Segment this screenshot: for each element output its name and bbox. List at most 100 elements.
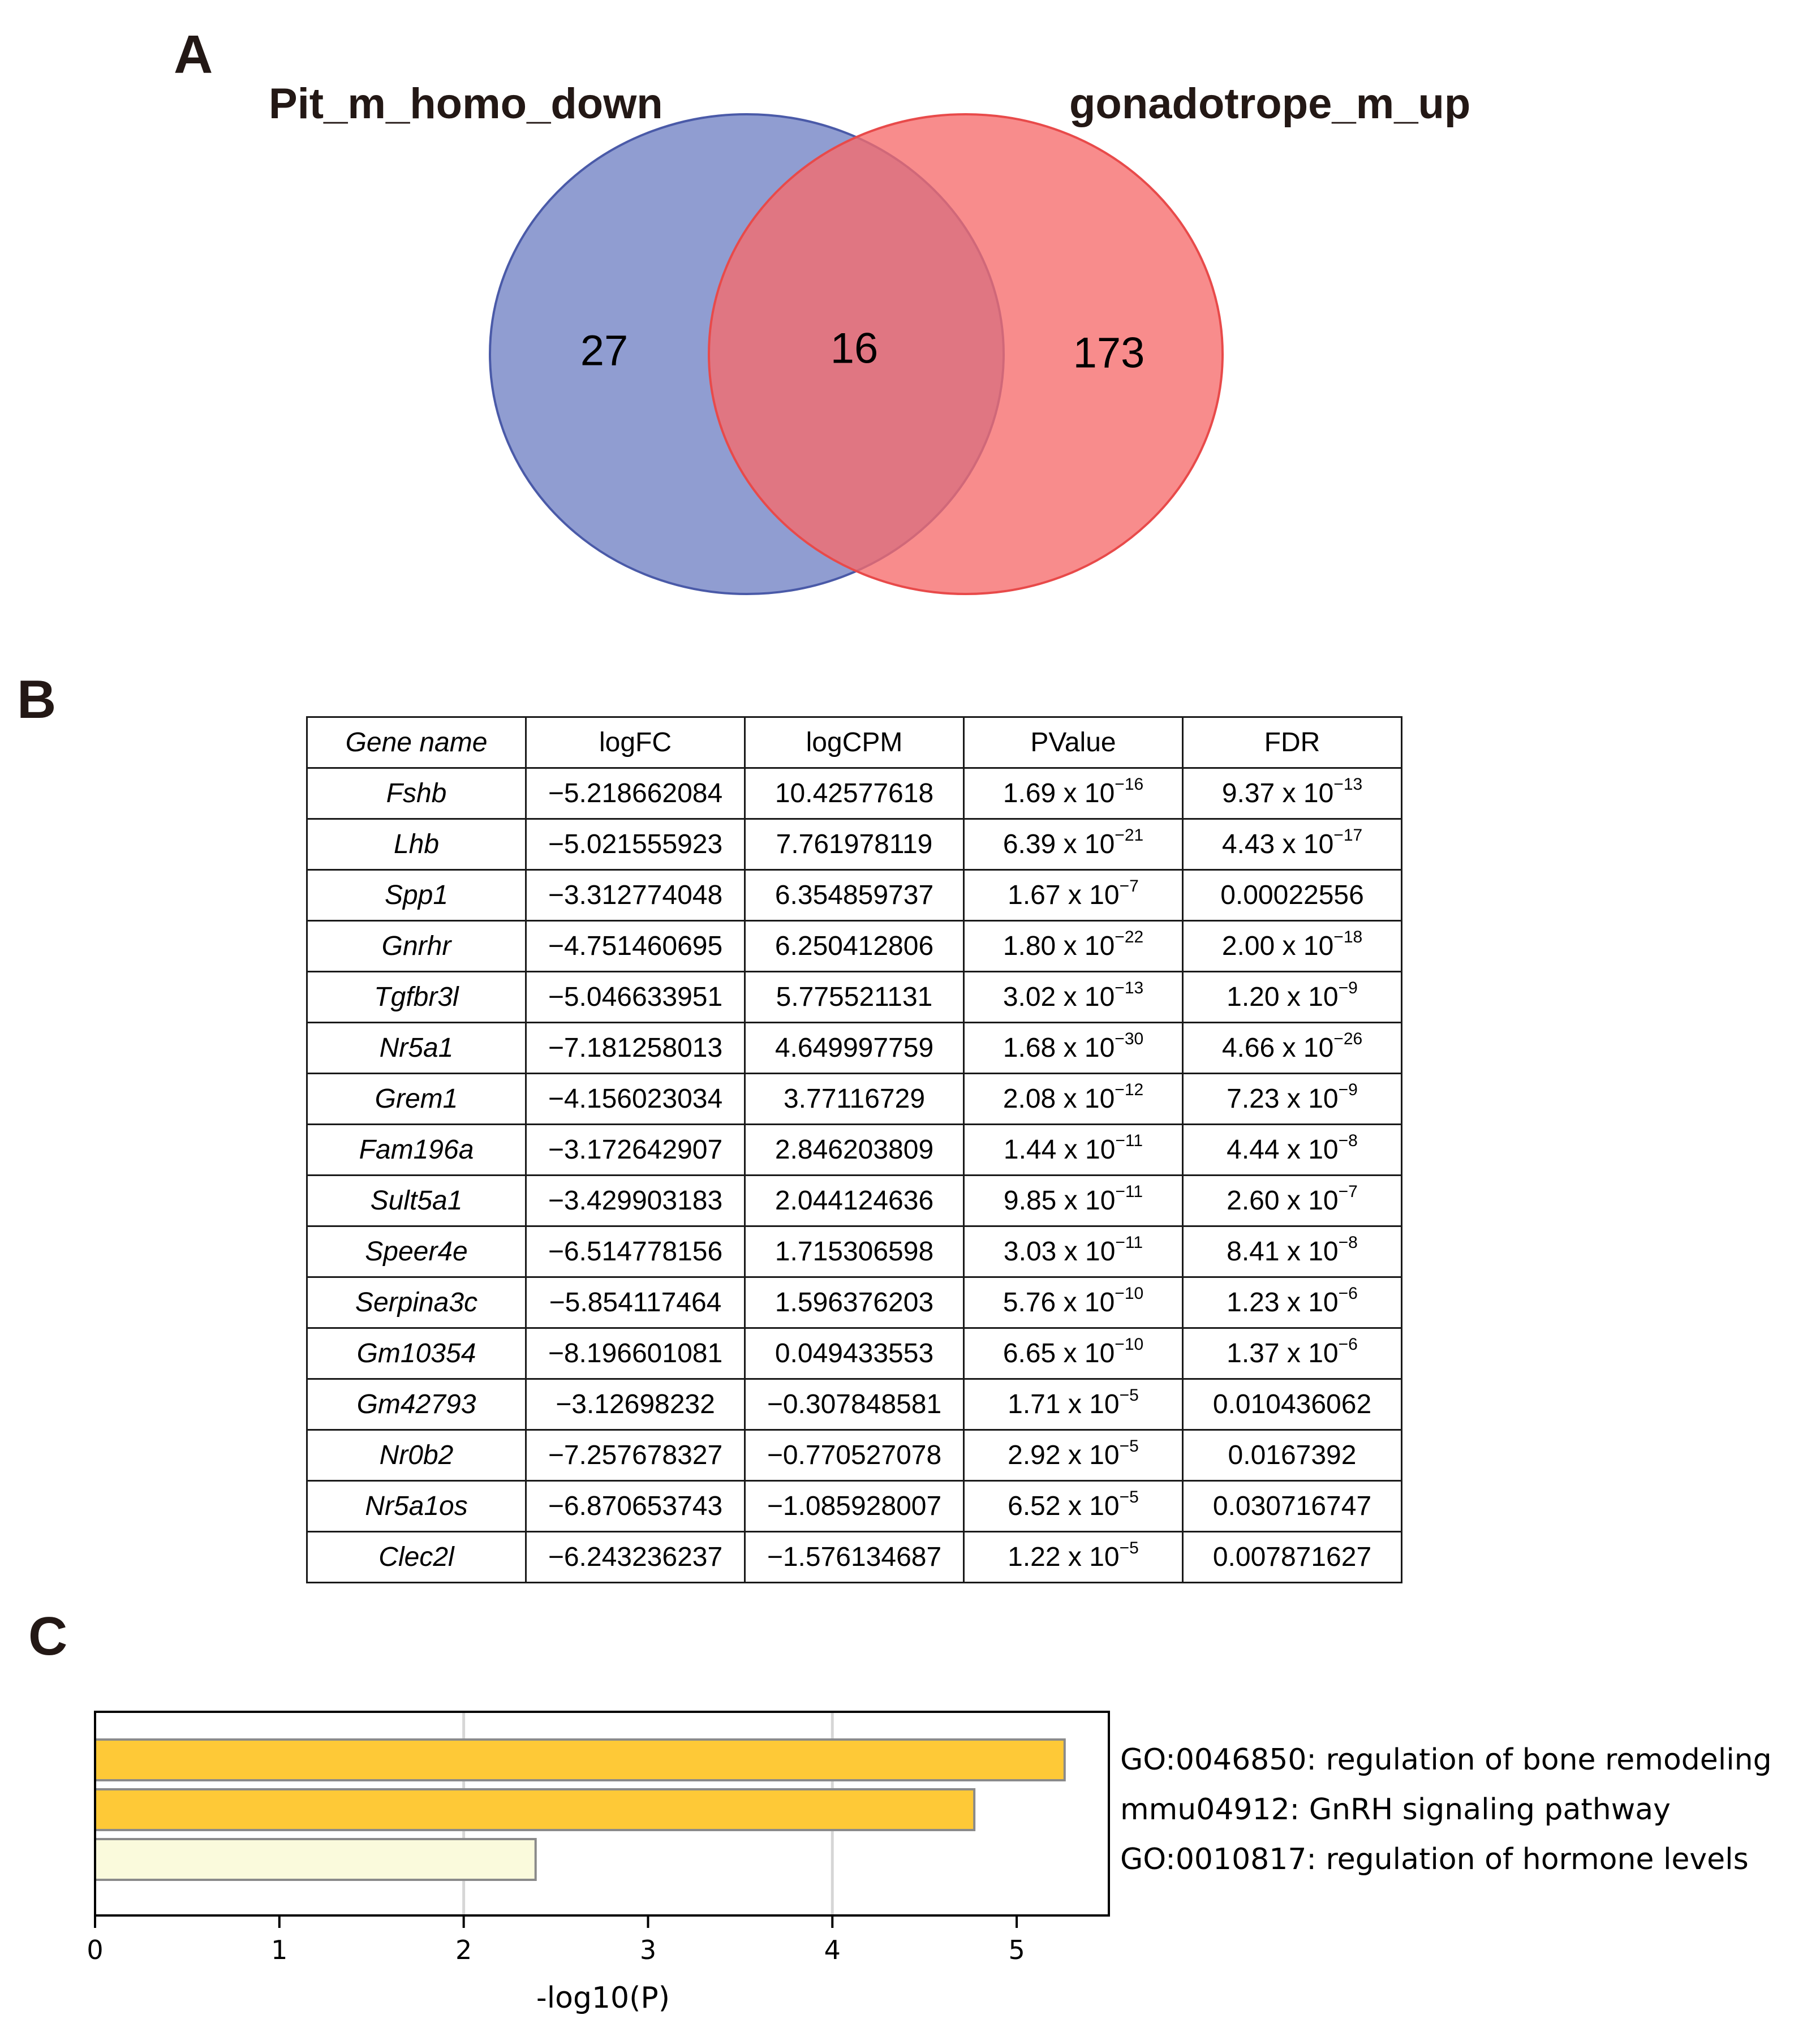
logfc-cell: −5.046633951: [525, 971, 746, 1023]
pvalue-cell-mantissa: 1.22: [1008, 1542, 1061, 1572]
pvalue-cell-mantissa: 1.69: [1002, 778, 1056, 808]
pvalue-cell-times: x 10: [1056, 1084, 1115, 1114]
pvalue-cell-times: x 10: [1060, 1542, 1120, 1572]
pvalue-cell: 1.69 x 10−16: [963, 767, 1184, 820]
gene-name-cell: Tgfbr3l: [306, 971, 527, 1023]
logfc-cell: −7.181258013: [525, 1022, 746, 1074]
pvalue-cell-mantissa: 3.02: [1002, 982, 1056, 1012]
bar-3: [94, 1838, 537, 1881]
pvalue-cell: 1.22 x 10−5: [963, 1531, 1184, 1583]
x-axis-label: -log10(P): [536, 1981, 670, 2015]
pvalue-cell-mantissa: 1.67: [1008, 880, 1061, 910]
logcpm-cell: 1.596376203: [744, 1276, 965, 1329]
pvalue-cell-exponent: −11: [1115, 1182, 1143, 1201]
fdr-cell-mantissa: 8.41: [1227, 1237, 1280, 1267]
pvalue-cell-times: x 10: [1056, 1033, 1115, 1063]
fdr-cell-times: x 10: [1279, 982, 1339, 1012]
logcpm-cell: 3.77116729: [744, 1073, 965, 1125]
fdr-cell: 1.37 x 10−6: [1182, 1327, 1402, 1380]
table-body: Fshb −5.218662084 10.42577618 1.69 x 10−16 9…: [306, 767, 1402, 1583]
logcpm-cell: 6.354859737: [744, 869, 965, 922]
table-row: Grem1 −4.156023034 3.77116729 2.08 x 10−12 7…: [306, 1073, 1402, 1125]
logfc-cell: −6.243236237: [525, 1531, 746, 1583]
table-row: Lhb −5.021555923 7.761978119 6.39 x 10−21 4.…: [306, 818, 1402, 871]
logcpm-cell: −0.307848581: [744, 1378, 965, 1431]
col-header-logcpm: logCPM: [744, 716, 965, 769]
fdr-cell: 1.23 x 10−6: [1182, 1276, 1402, 1329]
gene-name-cell: Fam196a: [306, 1123, 527, 1176]
logfc-cell: −8.196601081: [525, 1327, 746, 1380]
pvalue-cell: 3.02 x 10−13: [963, 971, 1184, 1023]
pvalue-cell-mantissa: 5.76: [1002, 1288, 1056, 1318]
fdr-cell: 8.41 x 10−8: [1182, 1225, 1402, 1278]
fdr-cell: 7.23 x 10−9: [1182, 1073, 1402, 1125]
pvalue-cell: 1.67 x 10−7: [963, 869, 1184, 922]
fdr-cell: 0.030716747: [1182, 1480, 1402, 1532]
logcpm-cell: 2.044124636: [744, 1174, 965, 1227]
fdr-cell-exponent: −6: [1338, 1335, 1358, 1354]
fdr-cell: 1.20 x 10−9: [1182, 971, 1402, 1023]
fdr-cell: 0.010436062: [1182, 1378, 1402, 1431]
pvalue-cell: 3.03 x 10−11: [963, 1225, 1184, 1278]
fdr-cell-times: x 10: [1275, 931, 1334, 961]
pvalue-cell: 5.76 x 10−10: [963, 1276, 1184, 1329]
fdr-cell: 4.43 x 10−17: [1182, 818, 1402, 871]
pvalue-cell-exponent: −7: [1119, 877, 1139, 896]
logcpm-cell: 0.049433553: [744, 1327, 965, 1380]
pvalue-cell-exponent: −5: [1119, 1488, 1139, 1506]
pvalue-cell: 1.44 x 10−11: [963, 1123, 1184, 1176]
fdr-cell-exponent: −7: [1338, 1182, 1358, 1201]
logcpm-cell: 2.846203809: [744, 1123, 965, 1176]
venn-circle-right: [708, 113, 1224, 595]
fdr-cell-exponent: −17: [1333, 826, 1363, 845]
pvalue-cell-exponent: −10: [1115, 1335, 1144, 1354]
fdr-cell-mantissa: 4.66: [1221, 1033, 1275, 1063]
venn-left-title: Pit_m_homo_down: [269, 80, 663, 128]
pvalue-cell: 2.08 x 10−12: [963, 1073, 1184, 1125]
pvalue-cell-times: x 10: [1056, 931, 1115, 961]
fdr-cell-times: x 10: [1275, 778, 1334, 808]
gene-name-cell: Grem1: [306, 1073, 527, 1125]
panel-label-c: C: [28, 1606, 68, 1667]
pvalue-cell-times: x 10: [1056, 1288, 1115, 1318]
venn-right-title: gonadotrope_m_up: [1069, 80, 1471, 128]
gene-name-cell: Spp1: [306, 869, 527, 922]
gene-name-cell: Fshb: [306, 767, 527, 820]
pvalue-cell-mantissa: 3.03: [1003, 1237, 1057, 1267]
gene-name-cell: Nr5a1os: [306, 1480, 527, 1532]
fdr-cell: 2.00 x 10−18: [1182, 920, 1402, 972]
col-header-gene-name: Gene name: [306, 716, 527, 769]
x-tick-label-3: 3: [639, 1935, 657, 1965]
logcpm-cell: 6.250412806: [744, 920, 965, 972]
gene-name-cell: Sult5a1: [306, 1174, 527, 1227]
fdr-cell-mantissa: 4.44: [1227, 1135, 1280, 1165]
bar-1: [94, 1738, 1066, 1781]
pvalue-cell-exponent: −13: [1115, 979, 1144, 997]
pvalue-cell-mantissa: 2.92: [1008, 1440, 1061, 1470]
pvalue-cell-exponent: −16: [1115, 775, 1144, 794]
col-header-fdr: FDR: [1182, 716, 1402, 769]
pvalue-cell: 6.65 x 10−10: [963, 1327, 1184, 1380]
gene-name-cell: Serpina3c: [306, 1276, 527, 1329]
pvalue-cell-times: x 10: [1056, 1237, 1116, 1267]
fdr-cell-mantissa: 1.20: [1227, 982, 1280, 1012]
gene-name-cell: Clec2l: [306, 1531, 527, 1583]
panel-label-a: A: [174, 24, 213, 85]
logfc-cell: −4.751460695: [525, 920, 746, 972]
gene-name-cell: Nr0b2: [306, 1429, 527, 1482]
fdr-cell-mantissa: 1.23: [1227, 1288, 1280, 1318]
pvalue-cell-times: x 10: [1056, 982, 1115, 1012]
gene-name-cell: Gm42793: [306, 1378, 527, 1431]
fdr-cell-exponent: −9: [1338, 979, 1358, 997]
bar-label-3: GO:0010817: regulation of hormone levels: [1120, 1842, 1749, 1876]
fdr-cell: 0.00022556: [1182, 869, 1402, 922]
bar-2: [94, 1788, 976, 1831]
pvalue-cell-mantissa: 2.08: [1002, 1084, 1056, 1114]
x-tick-label-4: 4: [824, 1935, 841, 1965]
fdr-cell-times: x 10: [1279, 1186, 1339, 1216]
pvalue-cell: 1.80 x 10−22: [963, 920, 1184, 972]
fdr-cell: 2.60 x 10−7: [1182, 1174, 1402, 1227]
pvalue-cell: 1.68 x 10−30: [963, 1022, 1184, 1074]
pvalue-cell-exponent: −11: [1115, 1131, 1143, 1150]
fdr-cell-exponent: −6: [1338, 1284, 1358, 1303]
